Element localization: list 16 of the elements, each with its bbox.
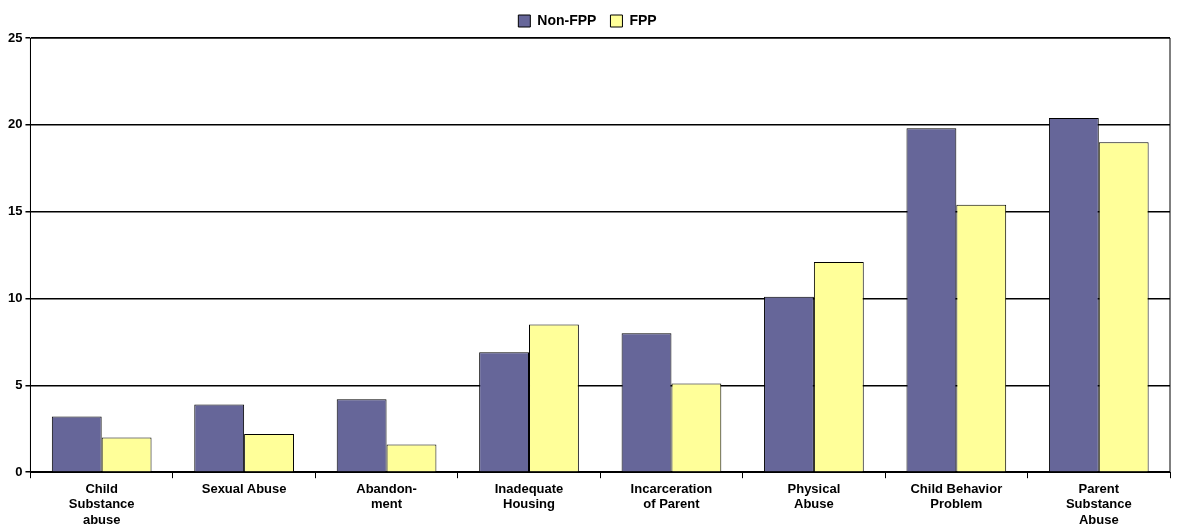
x-tick-label: Sexual Abuse [201,480,287,496]
x-tick-label: Incarceration of Parent [630,480,713,512]
x-tick-label: Inadequate Housing [494,480,564,512]
x-tick-label: Parent Substance Abuse [1065,480,1132,527]
legend-label: FPP [629,11,657,28]
y-tick-label: 5 [15,376,23,392]
y-tick-label: 20 [7,116,23,132]
y-tick-label: 10 [7,290,23,306]
x-tick-label: Child Behavior Problem [910,480,1003,512]
legend-label: Non-FPP [537,11,597,28]
x-tick-label: Physical Abuse [787,480,841,512]
y-tick-label: 0 [15,463,23,479]
x-tick-label: Child Substance abuse [68,480,135,527]
y-tick-label: 25 [7,29,23,45]
y-tick-label: 15 [7,203,23,219]
x-tick-label: Abandon- ment [356,480,417,512]
